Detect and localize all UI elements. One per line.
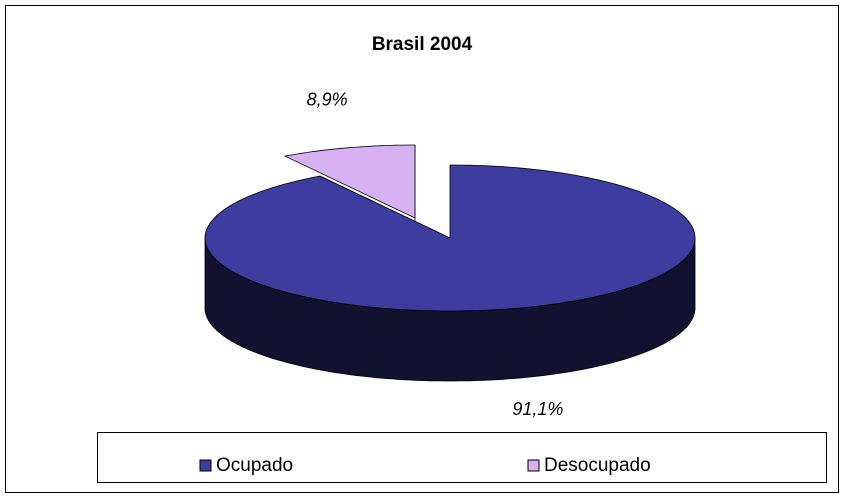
data-label: 91,1% [512,399,563,419]
legend-box [97,432,827,483]
legend-swatch [527,459,540,472]
slice [283,144,416,219]
slice [204,164,696,312]
legend-label: Ocupado [216,455,293,476]
chart-title: Brasil 2004 [372,34,473,55]
legend-swatch [199,459,212,472]
legend-label: Desocupado [544,455,651,476]
data-label: 8,9% [307,90,348,110]
